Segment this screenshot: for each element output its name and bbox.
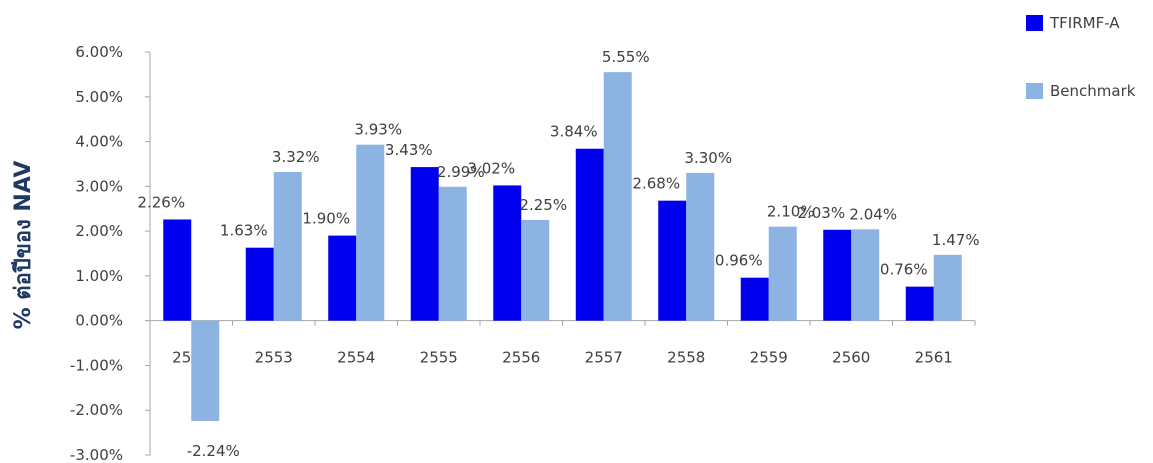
- bar-benchmark: [438, 186, 467, 321]
- bar-tfirmf-a: [905, 286, 934, 321]
- bar-benchmark: [768, 226, 797, 321]
- data-label: 3.30%: [684, 149, 732, 167]
- bar-tfirmf-a: [328, 235, 357, 321]
- y-tick-label: -1.00%: [70, 356, 123, 374]
- data-label: 0.96%: [715, 252, 763, 270]
- bar-tfirmf-a: [245, 247, 274, 321]
- x-category-label: 2559: [750, 349, 788, 367]
- y-tick-label: 5.00%: [75, 88, 123, 106]
- data-label: 2.25%: [519, 196, 567, 214]
- bar-benchmark: [686, 172, 715, 321]
- bar-benchmark: [191, 320, 220, 421]
- x-axis: 2552255325542555255625572558255925602561: [149, 320, 976, 367]
- bar-tfirmf-a: [493, 185, 522, 321]
- y-tick-label: 0.00%: [75, 312, 123, 330]
- legend-swatch: [1026, 83, 1043, 99]
- bar-tfirmf-a: [575, 148, 604, 321]
- bars: [163, 72, 962, 421]
- legend-label: TFIRMF-A: [1049, 14, 1120, 32]
- x-category-label: 2558: [667, 349, 705, 367]
- x-category-label: 2554: [337, 349, 375, 367]
- data-label: 2.26%: [137, 193, 185, 211]
- bar-benchmark: [273, 172, 302, 321]
- y-tick-label: 2.00%: [75, 222, 123, 240]
- bar-tfirmf-a: [658, 200, 687, 321]
- data-label: 2.99%: [437, 163, 485, 181]
- bar-tfirmf-a: [410, 167, 439, 321]
- data-label: 2.04%: [849, 205, 897, 223]
- data-label: 3.93%: [354, 121, 402, 139]
- y-axis: -3.00% -2.00% -1.00% 0.00% 1.00% 2.00% 3.00% 4.…: [70, 43, 151, 463]
- data-label: 1.47%: [932, 231, 980, 249]
- data-label: 3.02%: [467, 159, 515, 177]
- x-category-label: 2553: [255, 349, 293, 367]
- bar-benchmark: [356, 144, 385, 321]
- bar-benchmark: [603, 72, 632, 321]
- data-label: 3.43%: [385, 141, 433, 159]
- x-category-label: 2556: [502, 349, 540, 367]
- data-label: 2.03%: [797, 204, 845, 222]
- data-label: 3.32%: [272, 148, 320, 166]
- data-label: 2.10%: [767, 203, 815, 221]
- data-labels: 2.26% 1.63% 1.90% 3.43% 3.02% 3.84% 2.68% 0.96%…: [137, 48, 979, 460]
- y-tick-label: 6.00%: [75, 43, 123, 61]
- legend: TFIRMF-A Benchmark: [1026, 14, 1136, 100]
- data-label: 5.55%: [602, 48, 650, 66]
- bar-benchmark: [521, 219, 550, 321]
- bar-tfirmf-a: [823, 229, 852, 321]
- legend-swatch: [1026, 15, 1043, 31]
- bar-tfirmf-a: [163, 219, 192, 321]
- data-label: 2.68%: [632, 175, 680, 193]
- bar-tfirmf-a: [740, 277, 769, 321]
- y-tick-label: 3.00%: [75, 177, 123, 195]
- bar-benchmark: [851, 229, 880, 321]
- y-tick-label: -2.00%: [70, 401, 123, 419]
- y-axis-label: % ต่อปีของ NAV: [11, 161, 36, 330]
- legend-label: Benchmark: [1050, 82, 1136, 100]
- data-label: 3.84%: [550, 123, 598, 141]
- x-category-label: 2555: [420, 349, 458, 367]
- x-category-label: 2557: [585, 349, 623, 367]
- y-tick-label: 1.00%: [75, 267, 123, 285]
- data-label: 1.63%: [220, 222, 268, 240]
- data-label: -2.24%: [187, 442, 240, 460]
- data-label: 0.76%: [880, 261, 928, 279]
- data-label: 1.90%: [302, 210, 350, 228]
- bar-benchmark: [933, 254, 962, 321]
- y-tick-label: -3.00%: [70, 446, 123, 463]
- y-tick-label: 4.00%: [75, 133, 123, 151]
- x-category-label: 2561: [915, 349, 953, 367]
- x-category-label: 2560: [832, 349, 870, 367]
